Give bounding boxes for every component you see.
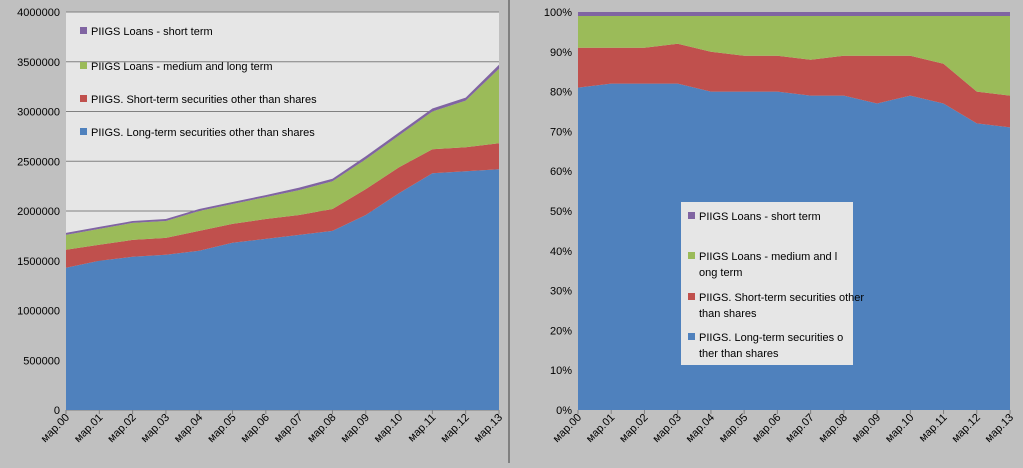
chart-right-legend: PIIGS Loans - short term PIIGS Loans - me… <box>688 211 864 360</box>
chart-left-area-long-term <box>66 169 499 410</box>
chart-separator <box>508 0 510 463</box>
chart-left-legend-swatch <box>80 95 87 102</box>
chart-left-y-tick-label: 500000 <box>23 355 60 367</box>
chart-right-y-tick-label: 50% <box>550 206 572 218</box>
chart-left-y-tick-label: 1000000 <box>17 306 60 318</box>
chart-left-areas <box>66 64 499 410</box>
chart-left-y-tick-label: 2000000 <box>17 206 60 218</box>
chart-right-legend-label: PIIGS Loans - medium and l <box>699 251 837 263</box>
chart-right-y-tick-label: 40% <box>550 246 572 258</box>
chart-right-legend-label: PIIGS. Long-term securities o <box>699 332 843 344</box>
chart-left-area-loans-ml <box>66 68 499 250</box>
chart-left-legend-label: PIIGS Loans - medium and long term <box>91 61 273 73</box>
chart-left-legend-label: PIIGS. Short-term securities other than … <box>91 94 317 106</box>
chart-left-y-tick-label: 0 <box>54 405 60 417</box>
chart-right-y-tick-label: 90% <box>550 47 572 59</box>
chart-right-legend-label: PIIGS Loans - short term <box>699 211 821 223</box>
chart-right-legend-label: ong term <box>699 267 742 279</box>
chart-right-y-tick-label: 10% <box>550 365 572 377</box>
chart-right-legend-swatch <box>688 333 695 340</box>
chart-right-area-loans-st <box>578 12 1010 16</box>
chart-left-legend-swatch <box>80 128 87 135</box>
chart-right-legend-box <box>681 202 853 365</box>
chart-left-area-short-term <box>66 143 499 268</box>
chart-left-y-tick-label: 3000000 <box>17 107 60 119</box>
chart-right-y-tick-label: 60% <box>550 166 572 178</box>
chart-right-legend-label: ther than shares <box>699 348 779 360</box>
chart-right-legend-swatch <box>688 252 695 259</box>
chart-right-y-tick-label: 100% <box>544 7 572 19</box>
chart-right-legend-swatch <box>688 293 695 300</box>
chart-left: 0 500000 1000000 1500000 2000000 2500000 30000… <box>0 0 508 463</box>
chart-right-y-tick-label: 20% <box>550 325 572 337</box>
chart-right-area-short-term <box>578 43 1010 128</box>
chart-right-area-loans-ml <box>578 16 1010 96</box>
chart-right-legend-label: PIIGS. Short-term securities other <box>699 292 864 304</box>
chart-left-legend-swatch <box>80 27 87 34</box>
chart-right: 0%10%20%30%40%50%60%70%80%90%100% мар.00… <box>510 0 1023 463</box>
chart-left-y-tick-label: 3500000 <box>17 57 60 69</box>
chart-right-y-tick-label: 70% <box>550 126 572 138</box>
chart-left-legend-label: PIIGS. Long-term securities other than s… <box>91 127 315 139</box>
chart-right-y-tick-label: 0% <box>556 405 572 417</box>
chart-left-y-tick-label: 2500000 <box>17 156 60 168</box>
chart-left-legend-swatch <box>80 62 87 69</box>
chart-left-y-tick-label: 4000000 <box>17 7 60 19</box>
chart-right-legend-swatch <box>688 212 695 219</box>
chart-right-legend-label: than shares <box>699 308 757 320</box>
chart-right-y-tick-label: 30% <box>550 286 572 298</box>
chart-left-legend-label: PIIGS Loans - short term <box>91 26 213 38</box>
chart-left-y-tick-label: 1500000 <box>17 256 60 268</box>
chart-right-y-tick-label: 80% <box>550 87 572 99</box>
chart-right-y-tick-labels: 0% 10% 20% 30% 40% 50% 60% 70% 80% 90% 100% <box>544 7 572 417</box>
chart-left-legend: PIIGS Loans - short term PIIGS Loans - me… <box>80 26 317 139</box>
chart-left-y-tick-labels: 0 500000 1000000 1500000 2000000 2500000 30000… <box>17 7 60 417</box>
